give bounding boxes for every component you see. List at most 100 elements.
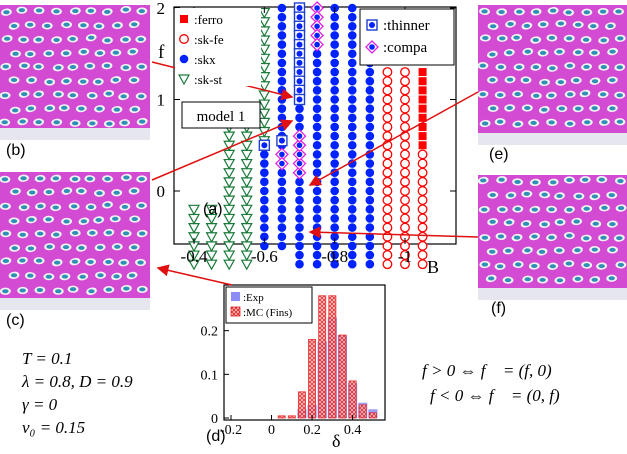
condition-positive: f > 0 ⇔ f⃗ = (f, 0): [422, 361, 552, 380]
skyrmion-core: [19, 232, 26, 237]
snap-f-base: [478, 288, 627, 300]
skyrmion-core: [522, 78, 530, 83]
point-skx: [277, 22, 287, 31]
param-lambda-D: λ = 0.8, D = 0.9: [22, 372, 133, 391]
point-ferro: [418, 86, 427, 95]
point-compa-dot: [314, 23, 320, 30]
point-skx: [347, 140, 357, 150]
y-tick-label: 2: [157, 0, 166, 18]
point-skx: [330, 195, 339, 205]
point-skx: [347, 40, 357, 49]
skyrmion-core: [53, 260, 61, 265]
skyrmion-core: [541, 107, 548, 112]
skyrmion-core: [130, 188, 138, 193]
skyrmion-core: [18, 8, 26, 13]
point-skx: [260, 168, 269, 177]
point-skx: [330, 186, 339, 196]
legend-label-mc: :MC (Fins): [243, 307, 293, 319]
point-compa: [310, 10, 325, 25]
skyrmion-core: [565, 261, 573, 266]
skyrmion-core: [62, 245, 70, 250]
point-thinner-dot: [296, 5, 303, 11]
point-thinner: [293, 93, 306, 106]
skyrmion-core: [504, 278, 512, 283]
skyrmion-core: [29, 190, 36, 195]
point-skx: [277, 49, 287, 59]
point-skfe: [417, 259, 428, 270]
skyrmion-core: [566, 121, 574, 126]
skyrmion-core: [53, 120, 60, 125]
point-skfe: [400, 167, 410, 178]
skyrmion-core: [550, 180, 557, 185]
skyrmion-core: [80, 219, 88, 224]
skyrmion-core: [583, 236, 590, 241]
point-skx: [347, 131, 357, 141]
point-skx: [330, 95, 339, 104]
skyrmion-core: [556, 49, 563, 54]
skyrmion-core: [80, 49, 87, 54]
skyrmion-core: [540, 22, 547, 27]
point-skfe: [400, 176, 410, 187]
skyrmion-core: [609, 49, 616, 54]
skyrmion-core: [558, 106, 566, 111]
point-skx: [347, 241, 357, 251]
snap-b-bg: [0, 5, 150, 140]
point-skfe: [382, 213, 393, 224]
point-skx: [365, 76, 375, 86]
skyrmion-core: [499, 207, 506, 212]
point-skfe: [382, 121, 393, 132]
skyrmion-core: [533, 93, 540, 98]
legend-marker-compa: [365, 40, 379, 54]
skyrmion-core: [600, 235, 607, 240]
skyrmion-core: [129, 49, 136, 54]
legend-marker-skfe: [179, 34, 189, 44]
skyrmion-core: [123, 175, 130, 180]
legend-label-thinner: :thinner: [383, 18, 430, 34]
legend-label-skx: :skx: [194, 52, 216, 67]
point-skx: [365, 241, 375, 251]
skyrmion-core: [514, 179, 521, 184]
skyrmion-core: [2, 289, 9, 294]
point-ferro: [418, 104, 427, 113]
point-compa-dot: [296, 169, 303, 176]
point-skx: [365, 104, 375, 113]
legend-marker-skx: [179, 54, 189, 64]
point-skx: [365, 214, 375, 223]
point-skfe: [382, 158, 393, 169]
skyrmion-core: [95, 79, 102, 84]
point-thinner-dot: [296, 32, 303, 39]
skyrmion-core: [19, 258, 26, 263]
point-skx: [365, 168, 375, 177]
skyrmion-core: [96, 106, 103, 111]
point-skfe: [382, 167, 393, 178]
bar-mc: [287, 415, 296, 419]
point-skfe: [382, 85, 393, 96]
skyrmion-core: [583, 64, 590, 69]
skyrmion-core: [138, 94, 145, 99]
point-skx: [365, 195, 375, 205]
skyrmion-core: [505, 220, 513, 225]
skyrmion-core: [44, 23, 51, 28]
legend-label-ferro: :ferro: [194, 12, 223, 27]
point-skfe: [417, 250, 428, 261]
skyrmion-core: [548, 120, 555, 125]
skyrmion-core: [97, 273, 104, 278]
point-skx: [312, 214, 322, 223]
skyrmion-core: [539, 277, 546, 282]
skyrmion-core: [609, 247, 616, 252]
point-ferro: [418, 68, 427, 77]
point-skfe: [417, 167, 428, 178]
skyrmion-core: [598, 177, 605, 182]
skyrmion-core: [72, 230, 79, 235]
skyrmion-core: [114, 23, 121, 28]
point-thinner-dot: [296, 41, 303, 48]
point-thinner: [276, 134, 288, 147]
point-skx: [260, 223, 269, 232]
point-skfe: [400, 149, 410, 160]
skyrmion-core: [70, 204, 78, 209]
point-ferro: [418, 113, 427, 122]
snapshot-b: [0, 5, 150, 140]
skyrmion-core: [2, 64, 9, 69]
skyrmion-core: [12, 189, 19, 194]
point-skx: [277, 113, 287, 123]
